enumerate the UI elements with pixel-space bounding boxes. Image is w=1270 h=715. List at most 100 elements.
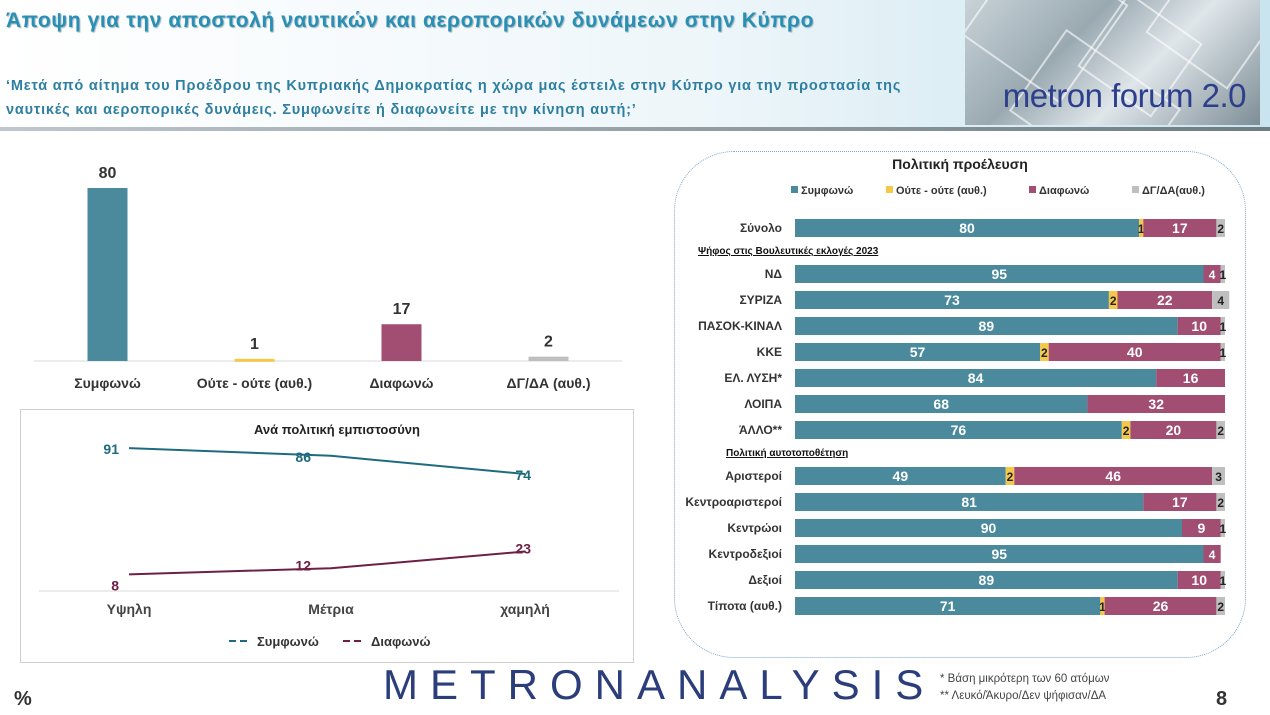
stack-value-label: 95: [991, 266, 1007, 282]
row-label: ΣΥΡΙΖΑ: [739, 293, 782, 307]
bar-value-label: 80: [99, 165, 117, 182]
stack-segment: [795, 421, 1122, 439]
stack-segment: [1143, 493, 1217, 511]
stack-segment: [1121, 421, 1131, 439]
stack-value-label: 1: [1220, 320, 1227, 334]
legend-label: ΔΓ/ΔΑ(αυθ.): [1142, 185, 1205, 197]
stack-segment: [795, 291, 1109, 309]
line-chart-title: Ανά πολιτική εμπιστοσύνη: [254, 422, 420, 437]
stack-segment: [1104, 597, 1217, 615]
overall-bar-chart: 80 Συμφωνώ 1 Ούτε - ούτε (αυθ.) 17 Διαφωνώ 2 ΔΓ…: [34, 165, 622, 391]
stack-segment: [1203, 265, 1221, 283]
stack-value-label: 2: [1217, 222, 1224, 236]
row-label: ΆΛΛΟ**: [739, 423, 782, 437]
stack-segment: [1177, 571, 1221, 589]
row-label: Αριστεροί: [725, 469, 782, 483]
stack-segment: [1040, 343, 1049, 361]
legend-swatch: [886, 186, 893, 193]
line-point-label: 86: [295, 449, 311, 465]
stack-segment: [795, 369, 1157, 387]
page-number: 8: [1216, 688, 1228, 710]
stack-value-label: 2: [1217, 496, 1224, 510]
row-label: ΝΔ: [765, 267, 783, 281]
bar-category-label: Συμφωνώ: [74, 375, 141, 391]
stack-segment: [1177, 317, 1221, 335]
footnote-other: ** Λευκό/Άκυρο/Δεν ψήφισαν/ΔΑ: [940, 690, 1107, 702]
stack-value-label: 4: [1209, 268, 1216, 282]
bar-value-label: 2: [544, 334, 553, 351]
line-category-label: χαμηλή: [500, 601, 550, 617]
row-label: ΠΑΣΟΚ-ΚΙΝΑΛ: [698, 319, 782, 333]
stack-segment: [795, 219, 1139, 237]
stack-segment: [795, 467, 1006, 485]
stack-segment: [1108, 291, 1118, 309]
stack-value-label: 95: [991, 546, 1007, 562]
stack-value-label: 2: [1110, 294, 1117, 308]
stack-segment: [1048, 343, 1221, 361]
stack-segment: [795, 343, 1041, 361]
page-title: Άποψη για την αποστολή ναυτικών και αερο…: [6, 9, 815, 32]
stack-value-label: 1: [1220, 268, 1227, 282]
stack-segment: [1130, 421, 1217, 439]
stack-value-label: 89: [979, 572, 995, 588]
row-label: ΕΛ. ΛΥΣΗ*: [724, 371, 782, 385]
stack-segment: [1005, 467, 1015, 485]
stack-value-label: 16: [1183, 370, 1199, 386]
line-category-label: Υψηλη: [107, 601, 152, 617]
stack-value-label: 32: [1148, 396, 1164, 412]
stack-value-label: 17: [1172, 494, 1188, 510]
stack-segment: [1216, 219, 1225, 237]
logo-text: metron forum 2.0: [1002, 77, 1247, 114]
stack-segment: [1203, 545, 1221, 563]
metronanalysis-logo: METRONANALYSIS: [383, 661, 936, 708]
row-label: ΛΟΙΠΑ: [744, 397, 782, 411]
stack-value-label: 20: [1166, 422, 1182, 438]
stack-value-label: 2: [1217, 600, 1224, 614]
bar-category-label: ΔΓ/ΔΑ (αυθ.): [507, 375, 591, 391]
stack-value-label: 2: [1041, 346, 1048, 360]
bar-value-label: 1: [250, 336, 259, 353]
percent-symbol: %: [14, 688, 32, 710]
stack-segment: [1220, 317, 1225, 335]
stack-chart-title: Πολιτική προέλευση: [892, 156, 1028, 172]
stack-segment: [1216, 493, 1225, 511]
stack-segment: [795, 317, 1178, 335]
stack-value-label: 9: [1197, 520, 1205, 536]
political-origin-panel: [674, 151, 1246, 658]
stack-segment: [1087, 395, 1225, 413]
stack-value-label: 80: [959, 220, 975, 236]
stack-segment: [1182, 519, 1221, 537]
stack-segment: [795, 545, 1204, 563]
stack-value-label: 84: [968, 370, 984, 386]
stack-segment: [1212, 291, 1230, 309]
stack-value-label: 2: [1123, 424, 1130, 438]
stack-segment: [1139, 219, 1144, 237]
stack-value-label: 4: [1217, 294, 1224, 308]
political-origin-chart: Πολιτική προέλευση Συμφωνώ Ούτε - ούτε (αυ…: [685, 156, 1230, 615]
legend-swatch: [1132, 186, 1139, 193]
group-heading: Πολιτική αυτοτοποθέτηση: [726, 448, 848, 459]
stack-segment: [1156, 369, 1225, 387]
stack-segment: [1220, 571, 1225, 589]
trust-line-chart-panel: Ανά πολιτική εμπιστοσύνη 91 86 74 8 12 23 Υψηλη…: [20, 409, 634, 663]
stack-value-label: 1: [1220, 346, 1227, 360]
stack-segment: [1100, 597, 1105, 615]
bar-category-label: Ούτε - ούτε (αυθ.): [197, 375, 312, 391]
row-label: Σύνολο: [740, 221, 782, 235]
stack-value-label: 3: [1215, 470, 1222, 484]
trust-line-chart: Ανά πολιτική εμπιστοσύνη 91 86 74 8 12 23 Υψηλη…: [39, 422, 619, 649]
legend-label: Διαφωνώ: [371, 634, 430, 649]
stack-value-label: 10: [1191, 572, 1207, 588]
stack-value-label: 89: [979, 318, 995, 334]
bar-1: [234, 358, 275, 362]
stack-value-label: 22: [1157, 292, 1173, 308]
stack-value-label: 46: [1105, 468, 1121, 484]
legend-label: Συμφωνώ: [257, 634, 319, 649]
page-subtitle: ‘Μετά από αίτημα του Προέδρου της Κυπρια…: [6, 78, 902, 118]
legend-label: Συμφωνώ: [801, 185, 853, 197]
line-series-1: [128, 550, 526, 576]
stack-value-label: 81: [961, 494, 977, 510]
legend-swatch: [791, 186, 798, 193]
stack-segment: [795, 395, 1088, 413]
stack-value-label: 57: [910, 344, 926, 360]
